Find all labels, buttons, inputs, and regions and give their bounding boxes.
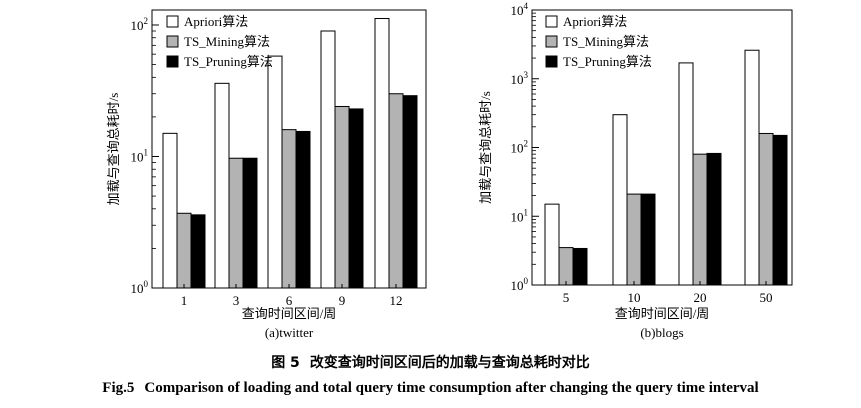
legend-swatch (545, 35, 558, 48)
bar-3-6 (295, 130, 311, 289)
bar-1-1 (162, 132, 178, 289)
y-tick-label: 102 (131, 16, 149, 33)
figure-caption-english: Fig.5 Comparison of loading and total que… (0, 380, 861, 397)
bar-3-1 (190, 214, 206, 289)
bar-1-12 (374, 18, 390, 289)
y-tick-label: 103 (511, 70, 529, 87)
y-tick-label: 104 (511, 1, 529, 18)
legend-label: TS_Pruning算法 (184, 54, 273, 69)
y-tick-label: 101 (131, 147, 149, 164)
bar-2-9 (334, 105, 350, 289)
bar-3-50 (772, 134, 788, 286)
bar-3-9 (348, 108, 364, 289)
x-tick-label: 1 (181, 293, 188, 308)
legend-swatch (166, 35, 179, 48)
bar-1-20 (678, 62, 694, 286)
legend-label: TS_Mining算法 (563, 34, 649, 49)
figure-caption-chinese: 图 5 改变查询时间区间后的加载与查询总耗时对比 (0, 352, 861, 372)
bar-2-5 (558, 247, 574, 286)
legend-swatch (166, 55, 179, 68)
y-tick-label: 102 (511, 139, 529, 156)
subfigure-caption: (a)twitter (265, 325, 314, 340)
figure-title-cn: 改变查询时间区间后的加载与查询总耗时对比 (309, 355, 590, 371)
x-axis-label: 查询时间区间/周 (615, 306, 710, 321)
bar-1-9 (320, 30, 336, 289)
x-tick-label: 9 (339, 293, 346, 308)
bar-2-6 (281, 129, 297, 289)
bar-2-1 (176, 212, 192, 289)
chart-blogs: 100 101 102 103 104 5 10 20 50 Apriori算法 TS_Mining… (478, 1, 793, 340)
bar-1-3 (214, 82, 230, 289)
x-tick-label: 20 (694, 290, 707, 305)
bar-2-10 (626, 193, 642, 286)
legend-swatch (545, 55, 558, 68)
figure-title-en: Comparison of loading and total query ti… (144, 380, 759, 396)
x-tick-label: 50 (760, 290, 773, 305)
bar-2-20 (692, 153, 708, 286)
y-tick-label: 101 (511, 207, 529, 224)
legend-label: TS_Pruning算法 (563, 54, 652, 69)
figure-label-cn: 图 5 (271, 355, 300, 371)
bar-3-3 (242, 157, 258, 289)
legend-label: Apriori算法 (184, 14, 248, 29)
bar-3-10 (640, 193, 656, 286)
subfigure-caption: (b)blogs (640, 325, 683, 340)
legend-label: Apriori算法 (563, 14, 627, 29)
legend-label: TS_Mining算法 (184, 34, 270, 49)
y-tick-label: 100 (131, 279, 149, 296)
chart-twitter: 100 101 102 1 3 6 9 12 Apriori算法 TS_Mining算法 TS_Pr… (106, 9, 427, 340)
x-tick-label: 12 (390, 293, 403, 308)
bar-3-20 (706, 152, 722, 286)
bar-2-50 (758, 132, 774, 286)
x-tick-label: 10 (628, 290, 641, 305)
y-tick-label: 100 (511, 276, 529, 293)
bar-3-5 (572, 247, 588, 286)
bar-1-50 (744, 49, 760, 286)
x-tick-label: 6 (286, 293, 293, 308)
bar-3-12 (402, 95, 418, 289)
bar-2-12 (388, 93, 404, 289)
x-tick-label: 5 (563, 290, 570, 305)
x-tick-label: 3 (233, 293, 240, 308)
legend-swatch (166, 15, 179, 28)
bar-1-6 (267, 55, 283, 289)
legend-swatch (545, 15, 558, 28)
y-axis-label: 加载与查询总耗时/s (478, 91, 493, 204)
y-axis-label: 加载与查询总耗时/s (106, 93, 121, 206)
bar-2-3 (228, 157, 244, 289)
x-axis-label: 查询时间区间/周 (242, 306, 337, 321)
bar-1-10 (612, 114, 628, 286)
bar-1-5 (544, 203, 560, 286)
figure-label-en: Fig.5 (102, 380, 135, 396)
